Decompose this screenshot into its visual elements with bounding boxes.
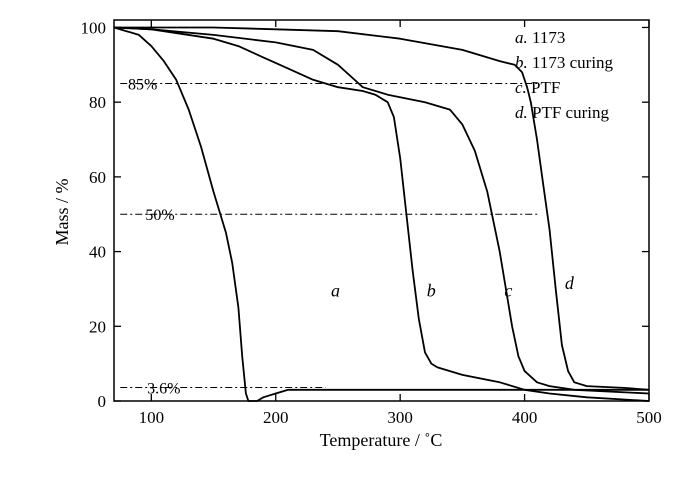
series-group: a b c d [113,26,650,402]
reference-label-1: 50% [145,207,174,224]
legend-text-0: 1173 [528,28,566,47]
x-axis-label: Temperature / ˚C [320,430,443,450]
series-label-a: a [331,280,340,300]
axis-ticks: 100 200 300 400 500 0 20 40 60 80 100 [81,18,662,427]
reference-label-0: 85% [128,77,157,94]
legend-letter-3: d. [515,103,528,122]
legend-text-2: PTF [527,78,561,97]
series-label-c: c [504,280,512,300]
y-axis-label: Mass / % [52,178,72,245]
series-line-a [113,26,649,402]
legend-entry-1: b. 1173 curing [515,53,614,72]
y-tick-label-0: 0 [98,392,107,411]
legend-text-1: 1173 curing [528,53,614,72]
y-tick-label-3: 60 [89,168,106,187]
x-tick-label-0: 100 [139,408,165,427]
y-tick-label-4: 80 [89,93,106,112]
legend-text-3: PTF curing [528,103,610,122]
plot-frame [113,19,650,402]
series-line-c [113,26,650,395]
legend-letter-1: b. [515,53,528,72]
series-line-d [114,26,650,391]
legend-letter-0: a. [515,28,528,47]
x-tick-label-2: 300 [387,408,413,427]
series-label-b: b [427,280,436,300]
x-tick-label-3: 400 [512,408,538,427]
reference-lines: 85% 50% 3.6% [120,77,540,398]
y-tick-label-5: 100 [81,18,107,37]
legend-entry-3: d. PTF curing [515,103,609,122]
legend-entry-0: a. 1173 [515,28,565,47]
x-tick-label-4: 500 [636,408,662,427]
x-tick-label-1: 200 [263,408,289,427]
legend-entry-2: c. PTF [515,78,560,97]
legend-letter-2: c. [515,78,527,97]
y-tick-label-2: 40 [89,243,106,262]
series-line-b [113,26,650,402]
y-tick-label-1: 20 [89,317,106,336]
series-label-d: d [565,273,575,293]
reference-label-2: 3.6% [147,381,180,398]
